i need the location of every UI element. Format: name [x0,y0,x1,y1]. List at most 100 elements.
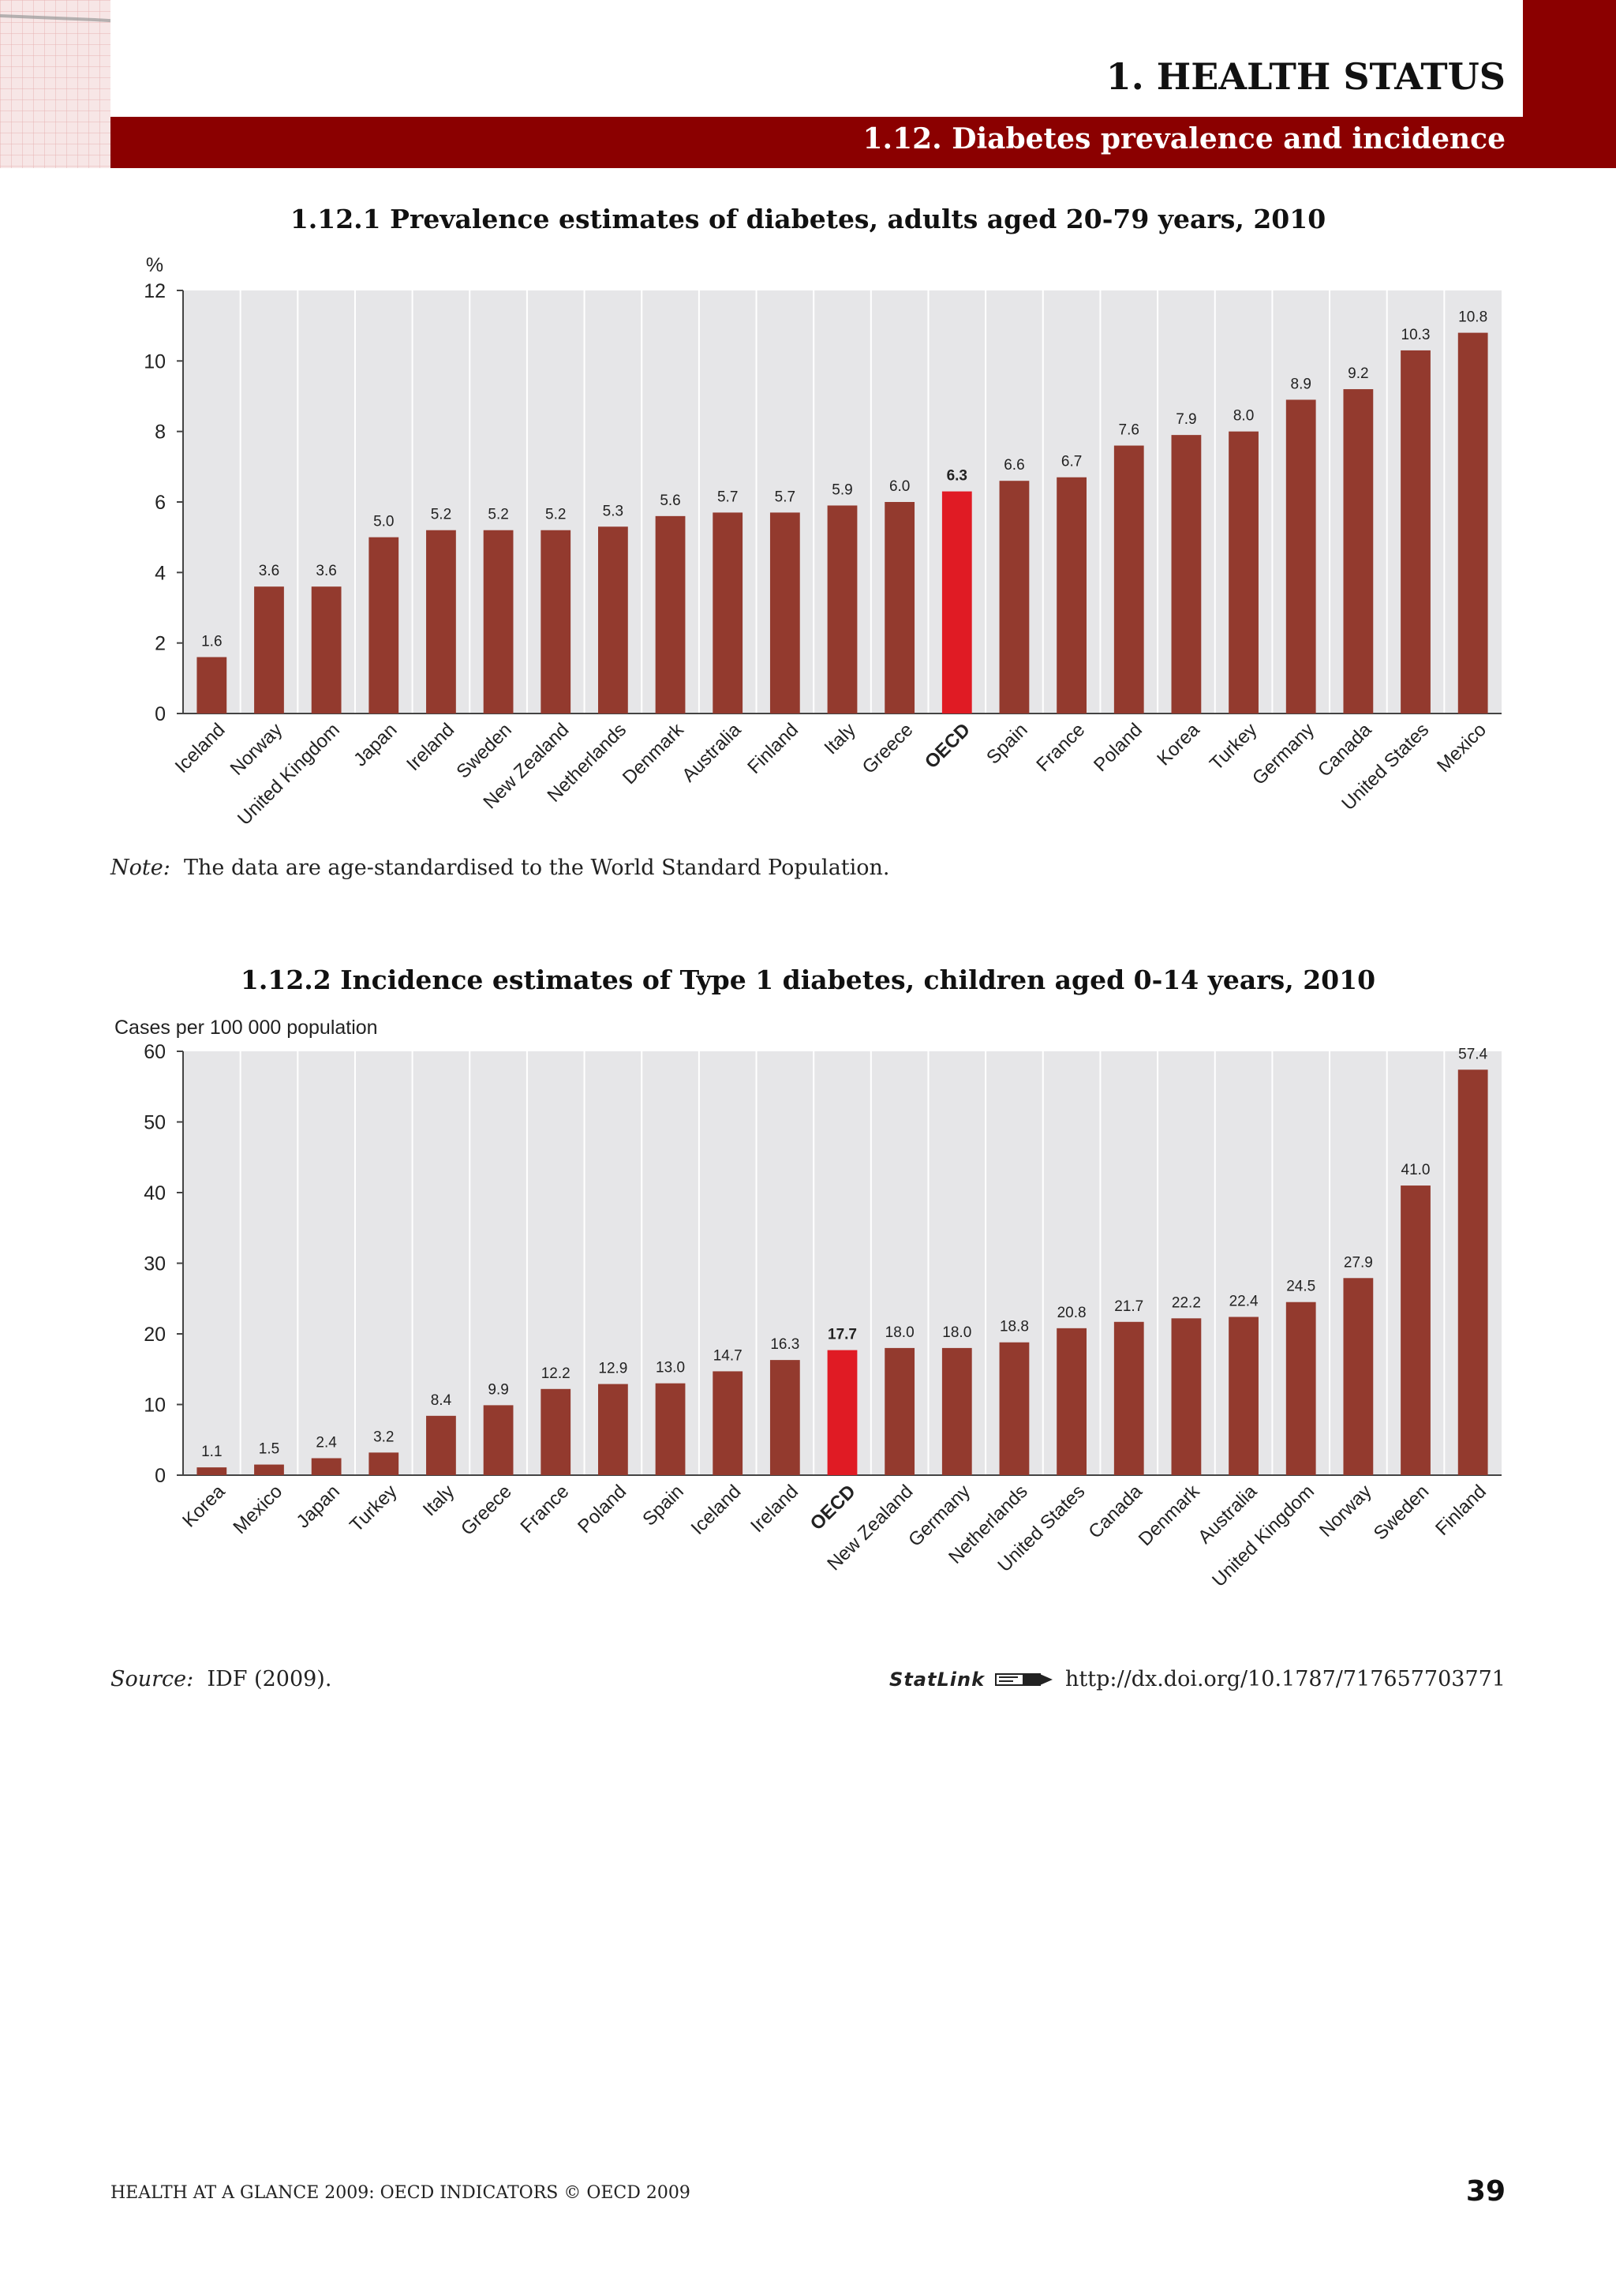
source-note: Source: IDF (2009). [110,1667,331,1691]
statlink-label: StatLink [889,1668,986,1691]
chart2-category-label: Turkey [346,1481,401,1536]
chart2-category-label: Italy [419,1481,458,1520]
chart1-bar [541,530,571,714]
chart1-value-label: 5.7 [775,489,795,505]
chart1-category-label: Finland [743,719,802,778]
chart1-category-label: Greece [858,719,918,778]
chart2-value-label: 17.7 [828,1327,857,1343]
chart2-value-label: 13.0 [656,1360,685,1376]
chart1-bar [1171,435,1202,714]
chart2-y-tick-label: 20 [144,1324,166,1346]
chart2-bar [713,1371,743,1475]
chart2-value-label: 9.9 [488,1381,508,1398]
chart1-bar [368,537,399,714]
chart1-category-label: Poland [1090,719,1147,776]
chart1-value-label: 6.7 [1061,454,1082,470]
footer-text: HEALTH AT A GLANCE 2009: OECD INDICATORS… [110,2183,690,2203]
chart2-bar [1285,1302,1316,1475]
chart1-title: 1.12.1 Prevalence estimates of diabetes,… [290,204,1326,234]
chart2-bar [254,1464,284,1475]
chart2-value-label: 2.4 [316,1435,337,1451]
chart1-value-label: 7.6 [1119,422,1139,439]
chapter-title: 1. HEALTH STATUS [1105,55,1506,98]
chart2-value-label: 14.7 [713,1347,743,1364]
chart1-bar [713,512,743,714]
note-text: The data are age-standardised to the Wor… [183,856,890,880]
chart1-value-label: 3.6 [259,563,279,579]
chart1-bar [885,502,915,714]
chart1-y-tick-label: 2 [155,633,166,655]
chart1-bar [311,586,342,714]
chart1-bar [999,481,1030,714]
chart1-value-label: 5.9 [832,481,852,498]
chart2-value-label: 12.2 [541,1365,570,1382]
chart1-category-label: Australia [678,719,746,787]
chart2-y-tick-label: 30 [144,1253,166,1275]
chart2-value-label: 12.9 [598,1361,627,1377]
chart2-category-label: Greece [457,1481,516,1540]
chart2-value-label: 18.8 [1000,1319,1029,1335]
chart2-category-label: Denmark [1135,1480,1205,1550]
chart2-value-label: 3.2 [373,1429,394,1445]
header-side-block [1523,0,1616,168]
chart2-value-label: 22.2 [1172,1294,1201,1311]
chart1-bar [941,491,972,714]
chart1-bar [598,526,628,714]
chart1-bar [254,586,284,714]
chart1-bar [1057,477,1087,714]
statlink: StatLink http://dx.doi.org/10.1787/71765… [889,1667,1506,1691]
chart2-category-label: Mexico [229,1481,286,1538]
chart2-value-label: 18.0 [885,1324,915,1341]
chart1-y-tick-label: 4 [155,562,166,584]
header-section-bar [110,117,1523,168]
source-label: Source: [110,1667,194,1691]
chart1-y-tick-label: 8 [155,421,166,444]
chart2-category-label: Sweden [1370,1481,1433,1544]
chart2-bar [827,1350,858,1475]
chart1-category-label: Turkey [1206,719,1261,774]
chart2-value-label: 1.5 [259,1441,279,1458]
chart1-value-label: 5.0 [373,514,394,530]
chart2-bar [885,1347,915,1475]
chart1-value-label: 10.8 [1458,309,1487,326]
chart2-value-label: 57.4 [1458,1046,1487,1062]
chart1-value-label: 5.2 [545,507,566,523]
chart2-bar [1401,1185,1431,1475]
chart2-y-tick-label: 10 [144,1395,166,1417]
chart2-y-tick-label: 40 [144,1182,166,1204]
chart1-bar [1457,332,1488,714]
chart2-bar [541,1388,571,1475]
chart1-value-label: 9.2 [1348,365,1368,382]
chart1-value-label: 6.3 [947,468,967,485]
chart2-category-label: France [517,1481,574,1538]
chart2-bar [1113,1321,1144,1475]
chart1-bar [769,512,800,714]
chart2-category-label: United Kingdom [1208,1481,1319,1591]
chart2-bar [1229,1317,1259,1475]
chart2-bar [483,1405,514,1475]
chart2-category-label: Iceland [687,1481,746,1539]
chart1-value-label: 5.6 [660,493,680,509]
chart2-bar [426,1415,456,1475]
chart1-bar [196,657,227,714]
chart2-category-label: Spain [638,1481,688,1530]
chart1-value-label: 8.0 [1233,408,1254,425]
chart1-category-label: Italy [821,719,860,758]
statlink-logo-icon [995,1672,1053,1686]
chart2-value-label: 1.1 [201,1444,222,1460]
chart-note: Note: The data are age-standardised to t… [110,856,890,880]
chart1-value-label: 5.2 [488,507,508,523]
chart1-bar [1285,399,1316,714]
chart1-category-label: United Kingdom [234,719,344,830]
statlink-url[interactable]: http://dx.doi.org/10.1787/717657703771 [1065,1667,1506,1691]
chart2-category-label: OECD [806,1481,860,1534]
chart1-value-label: 1.6 [201,634,222,650]
chart2-title: 1.12.2 Incidence estimates of Type 1 dia… [240,964,1376,995]
chart1-y-tick-label: 12 [144,280,166,302]
chart1-bar [1229,431,1259,714]
chart2-bar [655,1383,686,1475]
chart2-value-label: 20.8 [1057,1305,1087,1321]
chart2-value-label: 41.0 [1401,1162,1431,1178]
chart1-category-label: Ireland [402,719,458,775]
